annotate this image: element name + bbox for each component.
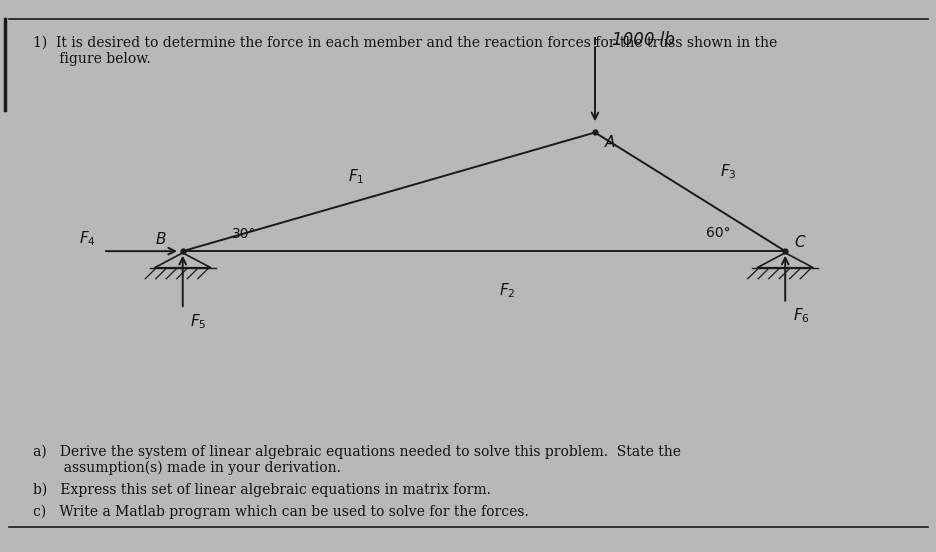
Text: 30°: 30° — [231, 227, 256, 241]
Text: 1)  It is desired to determine the force in each member and the reaction forces : 1) It is desired to determine the force … — [33, 36, 776, 50]
Text: b)   Express this set of linear algebraic equations in matrix form.: b) Express this set of linear algebraic … — [33, 483, 490, 497]
Text: $F_4$: $F_4$ — [79, 230, 95, 248]
Text: $F_2$: $F_2$ — [499, 282, 515, 300]
Text: figure below.: figure below. — [33, 52, 151, 66]
Text: 1000 lb: 1000 lb — [611, 31, 674, 49]
Text: a)   Derive the system of linear algebraic equations needed to solve this proble: a) Derive the system of linear algebraic… — [33, 444, 680, 459]
Text: C: C — [794, 235, 804, 250]
Text: assumption(s) made in your derivation.: assumption(s) made in your derivation. — [33, 461, 341, 475]
Text: $F_1$: $F_1$ — [347, 168, 364, 186]
Text: B: B — [155, 232, 166, 247]
Text: c)   Write a Matlab program which can be used to solve for the forces.: c) Write a Matlab program which can be u… — [33, 505, 528, 519]
Text: A: A — [604, 135, 614, 150]
Text: $F_5$: $F_5$ — [190, 312, 207, 331]
Text: $F_3$: $F_3$ — [719, 162, 736, 181]
Text: 60°: 60° — [706, 226, 730, 240]
Text: $F_6$: $F_6$ — [792, 306, 809, 325]
